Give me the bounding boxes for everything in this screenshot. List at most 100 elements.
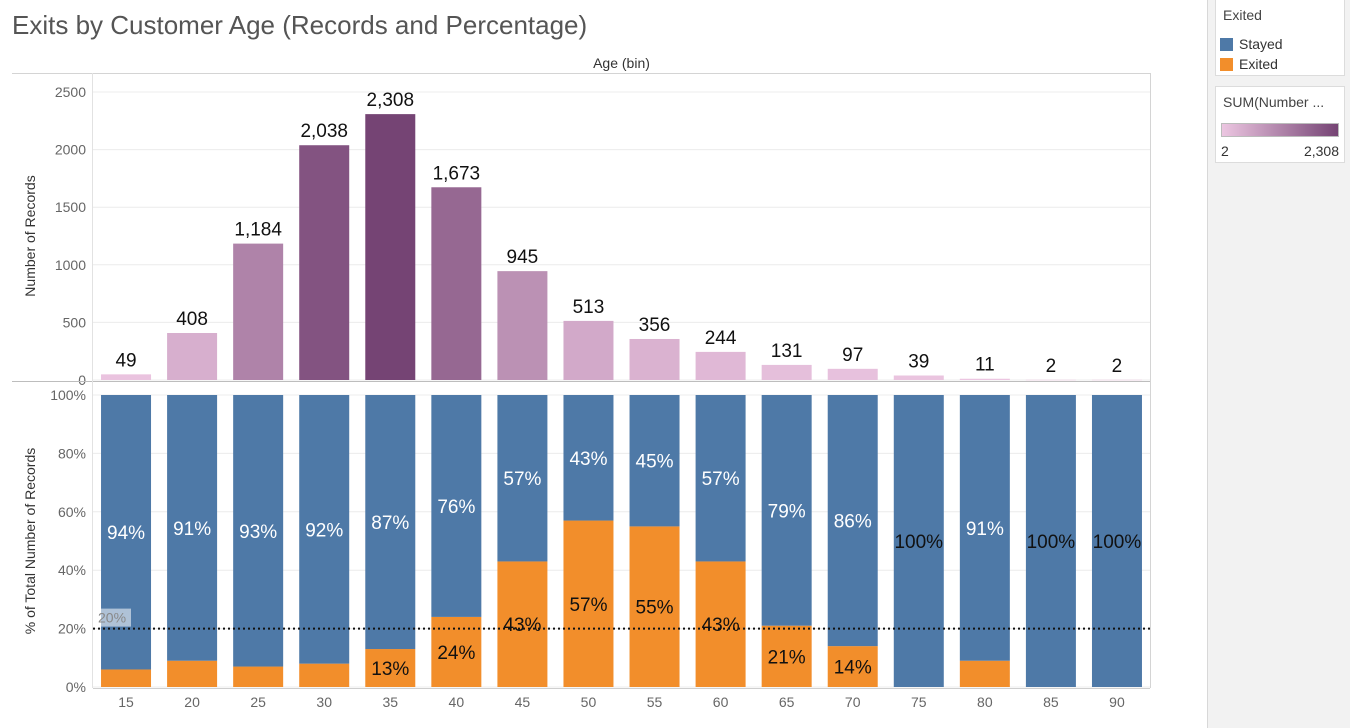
top-y-tick-label: 1500 — [55, 199, 86, 215]
x-tick-label: 70 — [845, 694, 861, 710]
exited-bar — [167, 660, 218, 687]
x-tick-label: 25 — [250, 694, 266, 710]
stayed-pct-label: 94% — [107, 523, 145, 544]
x-tick-label: 45 — [515, 694, 531, 710]
bottom-y-tick-label: 80% — [58, 445, 86, 461]
stayed-pct-label: 92% — [305, 520, 343, 541]
records-bar — [563, 320, 614, 380]
exited-pct-label: 14% — [834, 658, 872, 679]
exited-bar — [365, 649, 416, 687]
x-tick-label: 55 — [647, 694, 663, 710]
top-y-axis-label: Number of Records — [22, 175, 38, 296]
records-bar — [893, 375, 944, 380]
records-bar — [827, 368, 878, 380]
stayed-pct-label: 45% — [636, 452, 674, 473]
exited-bar — [761, 625, 812, 687]
exited-bar — [563, 520, 614, 687]
x-tick-label: 80 — [977, 694, 993, 710]
stayed-pct-label: 100% — [1027, 532, 1076, 553]
exited-bar — [827, 646, 878, 687]
legend-item-exited[interactable]: Exited — [1220, 55, 1278, 73]
records-value-label: 11 — [975, 355, 995, 376]
exited-pct-label: 21% — [768, 647, 806, 668]
stayed-pct-label: 91% — [173, 519, 211, 540]
records-bar — [497, 271, 548, 380]
stayed-bar — [629, 395, 680, 527]
top-y-tick-label: 500 — [63, 314, 87, 330]
stayed-pct-label: 57% — [503, 469, 541, 490]
color-legend[interactable]: Exited Stayed Exited — [1215, 0, 1345, 76]
gradient-max-label: 2,308 — [1303, 143, 1339, 159]
stayed-pct-label: 76% — [437, 497, 475, 518]
x-header-label: Age (bin) — [593, 55, 650, 71]
stayed-pct-label: 87% — [371, 513, 409, 534]
bottom-y-axis-label: % of Total Number of Records — [22, 448, 38, 635]
exited-bar — [299, 663, 350, 687]
chart-title: Exits by Customer Age (Records and Perce… — [12, 10, 588, 40]
stayed-bar — [1025, 395, 1076, 687]
exited-pct-label: 57% — [569, 595, 607, 616]
bottom-y-tick-label: 40% — [58, 562, 86, 578]
exited-bar — [233, 666, 284, 687]
exited-swatch — [1220, 57, 1233, 71]
records-bar — [761, 364, 812, 380]
records-bar — [431, 187, 482, 380]
stayed-pct-label: 93% — [239, 522, 277, 543]
stayed-bar — [431, 395, 482, 617]
x-tick-label: 60 — [713, 694, 729, 710]
stayed-pct-label: 100% — [894, 532, 943, 553]
stayed-bar — [761, 395, 812, 626]
stayed-bar — [893, 395, 944, 687]
exited-bar — [959, 660, 1010, 687]
x-tick-label: 40 — [449, 694, 465, 710]
stayed-bar — [827, 395, 878, 647]
records-value-label: 244 — [705, 328, 737, 349]
bottom-y-tick-label: 20% — [58, 621, 86, 637]
records-value-label: 97 — [842, 345, 863, 366]
records-value-label: 39 — [908, 352, 929, 373]
stayed-pct-label: 86% — [834, 512, 872, 533]
records-bar — [365, 114, 416, 380]
chart-area: Age (bin) 0 500 1000 1500 2000 2500 Number of R… — [12, 55, 1151, 710]
x-tick-label: 35 — [382, 694, 398, 710]
bottom-y-tick-label: 0% — [66, 679, 86, 695]
records-value-label: 49 — [115, 350, 136, 371]
exited-bar — [101, 669, 152, 687]
stayed-bar — [959, 395, 1010, 661]
exited-bar — [695, 561, 746, 687]
records-bar — [1025, 379, 1076, 381]
records-value-label: 2 — [1112, 356, 1123, 377]
stayed-bar — [563, 395, 614, 521]
x-tick-label: 30 — [316, 694, 332, 710]
records-bar — [101, 374, 152, 380]
records-value-label: 945 — [507, 247, 539, 268]
stayed-bar — [299, 395, 350, 664]
records-bar — [959, 378, 1010, 380]
records-value-label: 1,184 — [234, 220, 282, 241]
stayed-bar — [167, 395, 218, 661]
exited-pct-label: 55% — [636, 598, 674, 619]
records-value-label: 2,308 — [367, 90, 415, 111]
top-y-tick-label: 1000 — [55, 257, 86, 273]
stayed-pct-label: 79% — [768, 501, 806, 522]
legend-item-stayed[interactable]: Stayed — [1220, 35, 1283, 53]
records-value-label: 2,038 — [300, 121, 348, 142]
stayed-swatch — [1220, 37, 1233, 51]
x-tick-label: 75 — [911, 694, 927, 710]
x-tick-label: 50 — [581, 694, 597, 710]
bottom-y-tick-label: 100% — [50, 387, 86, 403]
exited-pct-label: 43% — [702, 615, 740, 636]
stayed-bar — [1091, 395, 1142, 687]
stayed-bar — [695, 395, 746, 562]
stayed-pct-label: 43% — [569, 449, 607, 470]
records-value-label: 513 — [573, 297, 605, 318]
x-tick-label: 15 — [118, 694, 134, 710]
bottom-y-tick-label: 60% — [58, 504, 86, 520]
top-y-tick-label: 0 — [78, 372, 86, 388]
top-y-tick-label: 2000 — [55, 142, 86, 158]
records-bar — [1091, 379, 1142, 381]
gradient-legend[interactable]: SUM(Number ... 2 2,308 — [1215, 86, 1345, 163]
exited-pct-label: 24% — [437, 643, 475, 664]
records-bar — [167, 332, 218, 380]
reference-line-label-bg — [95, 608, 131, 627]
